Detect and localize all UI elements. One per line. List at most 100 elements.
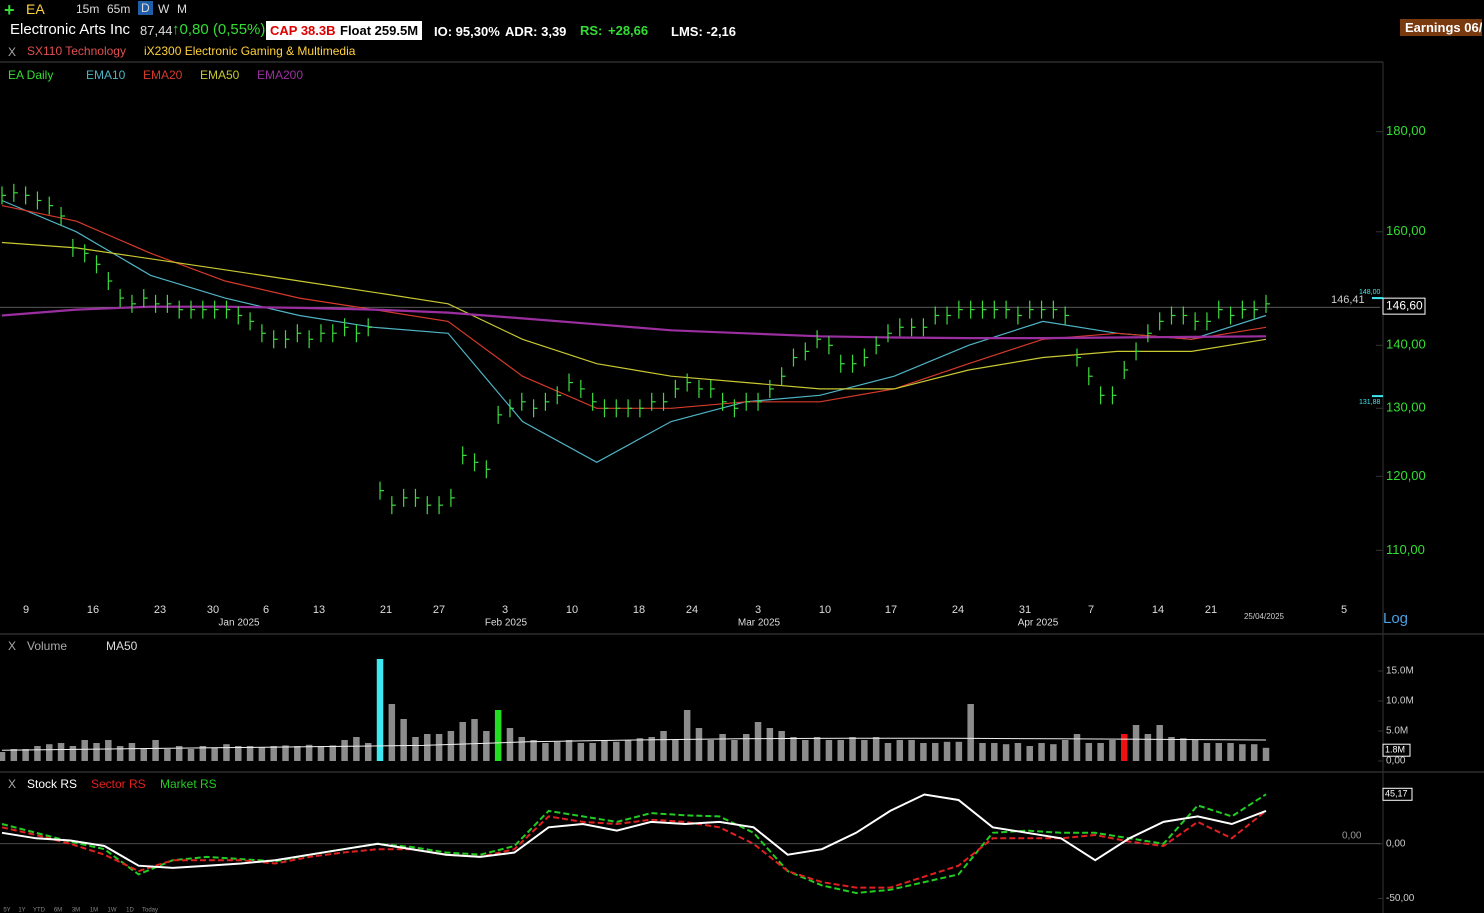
range-label: 131,88 [1359, 399, 1381, 406]
close-button: X [8, 777, 16, 791]
volume-bar [34, 746, 41, 761]
volume-bar [128, 743, 136, 761]
sector[interactable]: SX110 Technology [27, 44, 126, 58]
volume-bar [943, 741, 951, 761]
legend-entry: EMA200 [257, 68, 303, 82]
timeframe[interactable]: 15m [76, 2, 100, 16]
volume-bar [778, 731, 785, 761]
volume-bar [211, 747, 218, 761]
y-tick-label: 10.0M [1386, 696, 1414, 707]
timeframe[interactable]: 65m [107, 2, 131, 16]
earnings[interactable]: Earnings 06/0 [1400, 19, 1482, 36]
volume-bar [22, 749, 29, 761]
change-value: 0,80 (0,55%) [179, 21, 266, 38]
volume-bar [46, 744, 53, 761]
volume-bar [695, 728, 703, 761]
volume-bar [884, 743, 892, 761]
range-button[interactable]: 1Y [18, 908, 25, 913]
range-button[interactable]: 1W [108, 908, 117, 913]
last-rs-label: 45,17 [1385, 789, 1408, 799]
volume-bar [317, 746, 325, 761]
timeframe[interactable]: M [177, 2, 187, 16]
range-button[interactable]: 1M [90, 908, 98, 913]
volume-bar [672, 740, 679, 761]
volume-bar [967, 704, 974, 761]
timeframe[interactable]: W [158, 2, 170, 16]
last-price-box [1382, 297, 1426, 315]
range-button[interactable]: 1D [126, 908, 134, 913]
x-tick-label: 3 [755, 604, 761, 616]
volume-bar [731, 740, 738, 761]
volume-bar [116, 746, 124, 761]
close-button: X [8, 639, 16, 653]
x-tick-label: 27 [433, 604, 445, 616]
volume-bar [660, 731, 667, 761]
range-button[interactable]: YTD [33, 908, 46, 913]
volume-bar [140, 749, 148, 761]
legend-entry: MA50 [106, 639, 138, 653]
volume-bar [424, 734, 431, 761]
x-tick-label: 10 [819, 604, 831, 616]
y-tick-label: 0,00 [1386, 756, 1406, 767]
rs-line [1, 793, 1267, 869]
volume-bar [1156, 725, 1163, 761]
volume-bar [1239, 744, 1246, 761]
month-label: Jan 2025 [218, 618, 260, 629]
volume-bar [1250, 744, 1258, 761]
volume-bar [813, 737, 821, 761]
x-tick-label: 14 [1152, 604, 1164, 616]
volume-bar [1002, 744, 1010, 761]
x-tick-label: 21 [380, 604, 392, 616]
float: Float 259.5M [336, 21, 423, 40]
range-button[interactable]: 5Y [3, 908, 10, 913]
last-price: 87,44 [140, 23, 173, 38]
range-button[interactable]: Today [142, 908, 158, 913]
volume-bar [270, 746, 277, 761]
volume-bar [542, 743, 549, 761]
last-volume-box [1382, 743, 1411, 757]
symbol[interactable]: EA [26, 1, 45, 17]
adr: ADR: 3,39 [505, 24, 567, 39]
volume-bar [861, 740, 868, 761]
x-tick-label: 7 [1088, 604, 1094, 616]
volume-bar [790, 737, 797, 761]
legend-entry: EMA20 [143, 68, 183, 82]
volume-bar [577, 743, 585, 761]
volume-bar [199, 746, 207, 761]
volume-bar [1168, 737, 1175, 761]
volume-bar [400, 719, 407, 761]
volume-bar [802, 740, 809, 761]
add-button[interactable]: + [4, 0, 15, 20]
x-tick-label: 10 [566, 604, 578, 616]
volume-bar [1073, 734, 1081, 761]
volume-bar [341, 740, 348, 761]
timeframe[interactable]: D [138, 1, 153, 15]
x-tick-label: 6 [263, 604, 269, 616]
volume-bar [152, 740, 159, 761]
volume-bar [1191, 740, 1199, 761]
volume-bar [0, 752, 6, 761]
y-tick-label: 160,00 [1386, 223, 1426, 238]
close-button[interactable]: X [8, 45, 17, 59]
current-date: 25/04/2025 [1244, 612, 1285, 621]
volume-bar [518, 737, 526, 761]
price-change: ↑0,80 (0,55%) [172, 21, 265, 38]
volume-bar [412, 737, 419, 761]
range-button[interactable]: 3M [72, 908, 80, 913]
volume-bar [991, 743, 998, 761]
x-tick-label: 18 [633, 604, 645, 616]
industry[interactable]: iX2300 Electronic Gaming & Multimedia [144, 44, 356, 58]
volume-bar [920, 743, 927, 761]
volume-bar [1038, 743, 1045, 761]
volume-bar [565, 740, 573, 761]
x-tick-label: 21 [1205, 604, 1217, 616]
legend-title: EA Daily [8, 68, 53, 82]
volume-bar [1120, 734, 1128, 761]
y-tick-label: -50,00 [1386, 893, 1415, 904]
y-tick-label: 15.0M [1386, 666, 1414, 677]
volume-bar [1085, 743, 1093, 761]
y-tick-label: 180,00 [1386, 123, 1426, 138]
range-button[interactable]: 6M [54, 908, 62, 913]
volume-bar [1014, 743, 1022, 761]
